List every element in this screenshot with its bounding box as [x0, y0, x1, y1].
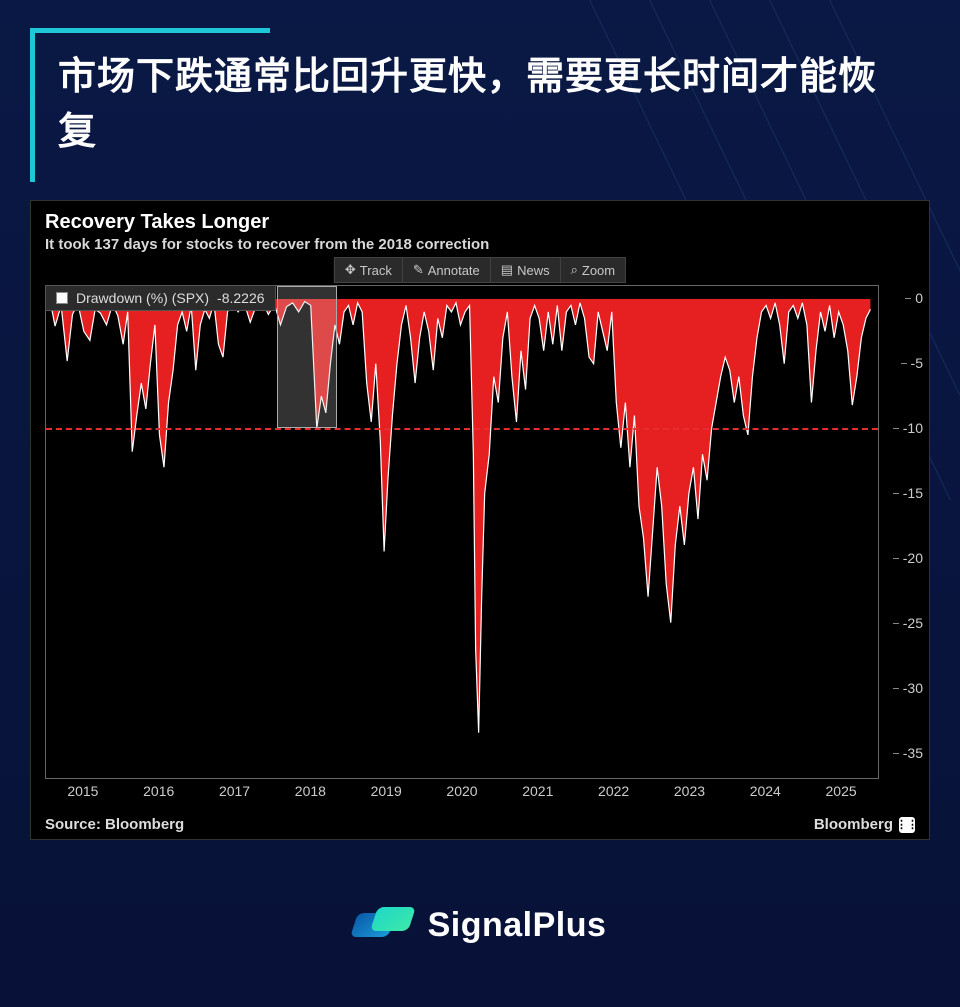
bloomberg-logo: Bloomberg ⋮⋮ — [814, 816, 915, 833]
signalplus-mark — [354, 903, 414, 947]
y-tick: -35 — [903, 745, 923, 761]
y-tick: 0 — [915, 290, 923, 306]
toolbar-label: Annotate — [428, 263, 480, 278]
y-tick: -10 — [903, 420, 923, 436]
y-tick: -5 — [911, 355, 923, 371]
headline-block: 市场下跌通常比回升更快，需要更长时间才能恢复 — [30, 28, 930, 182]
x-tick: 2015 — [67, 783, 98, 799]
x-tick: 2019 — [371, 783, 402, 799]
toolbar-news[interactable]: ▤ News — [491, 258, 561, 282]
x-axis: 2015 2016 2017 2018 2019 2020 2021 2022 2023 2024… — [45, 783, 879, 805]
news-icon: ▤ — [501, 262, 513, 278]
toolbar-annotate[interactable]: ✎ Annotate — [403, 258, 491, 282]
headline-text: 市场下跌通常比回升更快，需要更长时间才能恢复 — [58, 50, 906, 160]
toolbar-track[interactable]: ✥ Track — [335, 258, 403, 282]
chart-container: Recovery Takes Longer It took 137 days f… — [30, 200, 930, 840]
chart-toolbar: ✥ Track ✎ Annotate ▤ News ⌕ Zoom — [334, 257, 626, 283]
x-tick: 2022 — [598, 783, 629, 799]
x-tick: 2025 — [826, 783, 857, 799]
chart-titlebar: Recovery Takes Longer It took 137 days f… — [31, 201, 929, 257]
signalplus-wordmark: SignalPlus — [428, 906, 607, 945]
chart-title: Recovery Takes Longer — [45, 211, 915, 234]
legend-swatch — [56, 292, 68, 304]
x-tick: 2021 — [522, 783, 553, 799]
footer-logo: SignalPlus — [0, 903, 960, 947]
x-tick: 2018 — [295, 783, 326, 799]
x-tick: 2023 — [674, 783, 705, 799]
legend-value: -8.2226 — [217, 290, 264, 306]
y-tick: -25 — [903, 615, 923, 631]
toolbar-label: News — [517, 263, 550, 278]
brand-text: Bloomberg — [814, 816, 893, 833]
y-tick: -20 — [903, 550, 923, 566]
drawdown-chart — [46, 286, 878, 778]
toolbar-label: Track — [360, 263, 392, 278]
track-icon: ✥ — [345, 262, 356, 278]
x-tick: 2017 — [219, 783, 250, 799]
source-label: Source: Bloomberg — [45, 816, 184, 833]
y-tick: -30 — [903, 680, 923, 696]
chart-footer: Source: Bloomberg Bloomberg ⋮⋮ — [45, 816, 915, 833]
x-tick: 2024 — [750, 783, 781, 799]
toolbar-zoom[interactable]: ⌕ Zoom — [561, 258, 626, 282]
zoom-icon: ⌕ — [571, 262, 578, 278]
x-tick: 2016 — [143, 783, 174, 799]
legend-label: Drawdown (%) (SPX) — [76, 290, 209, 306]
y-axis: 0 -5 -10 -15 -20 -25 -30 -35 — [881, 285, 923, 779]
toolbar-label: Zoom — [582, 263, 615, 278]
chart-legend: Drawdown (%) (SPX) -8.2226 — [45, 285, 276, 311]
chart-subtitle: It took 137 days for stocks to recover f… — [45, 236, 915, 253]
chart-plot-area[interactable] — [45, 285, 879, 779]
annotate-icon: ✎ — [413, 262, 424, 278]
y-tick: -15 — [903, 485, 923, 501]
bloomberg-icon: ⋮⋮ — [899, 817, 915, 833]
x-tick: 2020 — [446, 783, 477, 799]
